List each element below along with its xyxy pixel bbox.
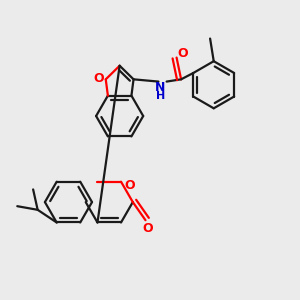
- Text: O: O: [142, 222, 153, 235]
- Text: N: N: [155, 81, 166, 94]
- Text: O: O: [178, 46, 188, 59]
- Text: O: O: [124, 179, 134, 192]
- Text: O: O: [93, 72, 104, 85]
- Text: H: H: [156, 91, 165, 101]
